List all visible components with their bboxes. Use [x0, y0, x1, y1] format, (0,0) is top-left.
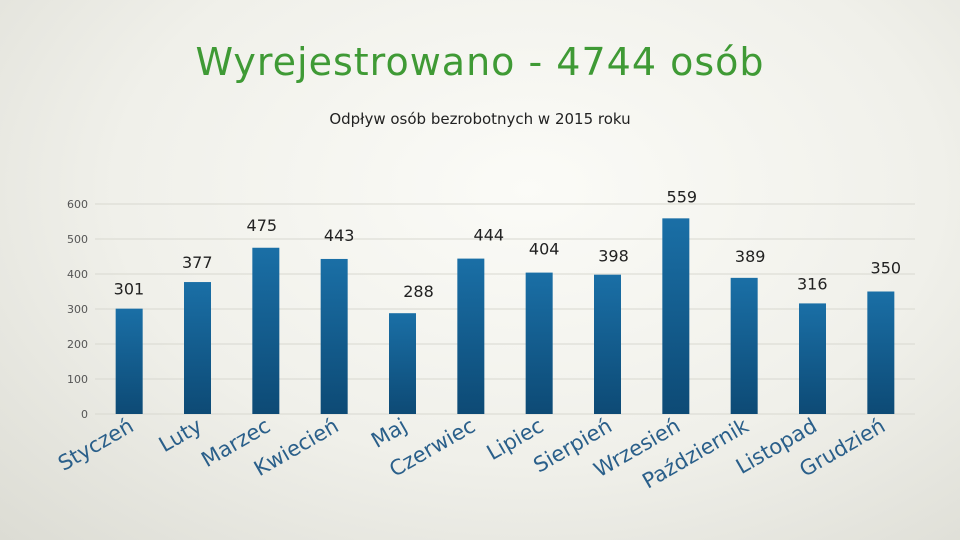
data-label: 444: [474, 226, 505, 245]
data-label: 404: [529, 240, 560, 259]
data-label: 288: [403, 282, 434, 301]
chart-title: Odpływ osób bezrobotnych w 2015 roku: [329, 110, 631, 128]
data-label: 398: [598, 247, 629, 266]
category-label: Maj: [367, 414, 411, 453]
data-label: 443: [324, 226, 355, 245]
data-label: 377: [182, 253, 213, 272]
bar: [389, 313, 416, 414]
data-label: 475: [247, 216, 278, 235]
data-label: 301: [114, 280, 145, 299]
data-labels: 301 377 475 443 288 444 404 398 559 389 316 350: [114, 187, 901, 301]
data-label: 350: [871, 259, 902, 278]
slide-title: Wyrejestrowano - 4744 osób: [195, 40, 765, 84]
bar: [320, 258, 348, 414]
bar: [252, 247, 280, 414]
bar: [457, 258, 485, 414]
bar: [594, 274, 621, 414]
y-tick-label: 400: [67, 268, 88, 281]
bar: [662, 218, 690, 414]
category-label: Styczeń: [54, 414, 138, 476]
y-tick-label: 0: [81, 408, 88, 421]
data-label: 559: [667, 187, 698, 206]
y-tick-label: 300: [67, 303, 88, 316]
bar: [115, 308, 143, 414]
bars: [115, 218, 895, 414]
data-label: 389: [735, 247, 766, 266]
bar: [525, 272, 553, 414]
grid-lines: [95, 203, 915, 415]
bar: [799, 303, 826, 414]
data-label: 316: [797, 274, 828, 293]
bar: [184, 282, 211, 414]
y-tick-label: 500: [67, 233, 88, 246]
y-tick-label: 200: [67, 338, 88, 351]
bar: [730, 277, 758, 414]
y-tick-label: 600: [67, 198, 88, 211]
y-axis-ticks: 0 100 200 300 400 500 600: [67, 198, 88, 421]
y-tick-label: 100: [67, 373, 88, 386]
bar: [867, 291, 895, 414]
